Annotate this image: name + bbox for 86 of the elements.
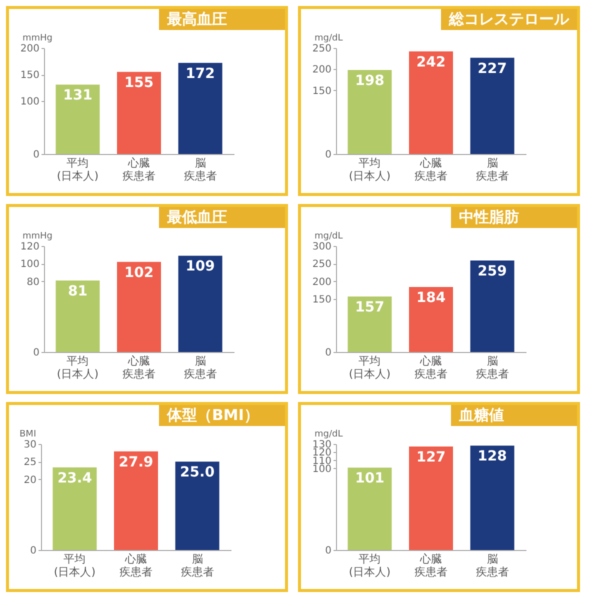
x-tick-label: 平均(日本人) — [56, 156, 99, 182]
data-label: 102 — [124, 264, 154, 281]
x-tick-label: 平均(日本人) — [348, 156, 391, 182]
data-label: 242 — [416, 54, 446, 70]
data-label: 155 — [124, 74, 154, 91]
y-tick-label: 100 — [312, 464, 332, 475]
x-tick-label: 心臓疾患者 — [120, 552, 152, 578]
chart-title: 体型（BMI） — [159, 405, 285, 426]
y-tick-label: 150 — [312, 86, 332, 97]
bar — [470, 446, 514, 550]
chart-title: 最低血圧 — [159, 207, 285, 228]
data-label: 127 — [416, 449, 446, 466]
x-tick-label: 心臓疾患者 — [414, 156, 448, 182]
x-tick-label: 脳疾患者 — [184, 156, 217, 182]
y-tick-label: 100 — [20, 96, 40, 108]
y-tick-label: 200 — [312, 276, 332, 288]
x-tick-label: 平均(日本人) — [56, 354, 99, 380]
y-axis-title: BMI — [20, 430, 36, 440]
y-tick-label: 150 — [312, 294, 332, 306]
bar — [56, 280, 100, 352]
y-tick-label: 150 — [20, 70, 40, 81]
x-tick-label: 脳疾患者 — [180, 552, 214, 578]
y-axis-title: mmHg — [22, 34, 53, 44]
y-axis-title: mg/dL — [314, 34, 343, 44]
data-label: 157 — [355, 300, 384, 316]
y-tick-label: 250 — [312, 259, 332, 270]
bar — [409, 446, 453, 550]
bar — [470, 260, 514, 352]
x-tick-label: 平均(日本人) — [348, 552, 391, 578]
data-label: 131 — [63, 88, 92, 104]
chart-title: 中性脂肪 — [451, 207, 577, 228]
data-label: 172 — [186, 66, 215, 82]
x-tick-label: 平均(日本人) — [54, 552, 96, 578]
chart-title: 総コレステロール — [441, 9, 577, 30]
y-tick-label: 200 — [312, 64, 332, 76]
y-tick-label: 300 — [312, 242, 332, 252]
bar — [175, 462, 220, 550]
y-axis-title: mg/dL — [314, 232, 343, 242]
x-tick-label: 脳疾患者 — [184, 354, 217, 380]
y-tick-label: 0 — [33, 348, 40, 358]
y-tick-label: 25 — [24, 457, 36, 468]
x-tick-label: 脳疾患者 — [476, 552, 509, 578]
x-tick-label: 平均(日本人) — [348, 354, 391, 380]
bar — [409, 286, 453, 352]
data-label: 227 — [478, 60, 507, 77]
y-tick-label: 200 — [20, 44, 40, 54]
bar — [348, 296, 392, 352]
data-label: 198 — [355, 73, 384, 90]
y-tick-label: 0 — [325, 150, 332, 160]
data-label: 23.4 — [57, 470, 92, 486]
y-tick-label: 30 — [24, 440, 36, 450]
bar — [52, 467, 97, 550]
x-tick-label: 心臓疾患者 — [122, 354, 156, 380]
y-axis-title: mg/dL — [314, 430, 343, 440]
y-tick-label: 80 — [26, 276, 40, 288]
x-tick-label: 心臓疾患者 — [122, 156, 156, 182]
y-tick-label: 0 — [325, 348, 332, 358]
x-tick-label: 心臓疾患者 — [414, 354, 448, 380]
x-tick-label: 心臓疾患者 — [414, 552, 448, 578]
y-tick-label: 100 — [20, 259, 40, 270]
data-label: 109 — [186, 258, 215, 275]
y-tick-label: 20 — [24, 474, 36, 486]
data-label: 25.0 — [180, 464, 215, 481]
bar — [56, 84, 100, 154]
bar — [114, 451, 158, 550]
data-label: 184 — [416, 290, 446, 306]
data-label: 259 — [478, 263, 507, 280]
data-label: 27.9 — [118, 454, 154, 470]
bar — [178, 62, 222, 154]
bar — [117, 262, 161, 352]
x-tick-label: 脳疾患者 — [476, 354, 509, 380]
data-label: 81 — [68, 283, 88, 300]
y-tick-label: 120 — [20, 242, 40, 252]
bar — [117, 72, 161, 154]
y-tick-label: 250 — [312, 44, 332, 54]
bar — [178, 256, 222, 352]
bar — [348, 468, 392, 550]
y-tick-label: 0 — [30, 546, 36, 556]
data-label: 128 — [478, 448, 507, 465]
y-tick-label: 0 — [33, 150, 40, 160]
y-tick-label: 0 — [325, 546, 332, 556]
x-tick-label: 脳疾患者 — [476, 156, 509, 182]
data-label: 101 — [355, 470, 384, 487]
y-axis-title: mmHg — [22, 232, 53, 242]
chart-title: 血糖値 — [451, 405, 577, 426]
chart-title: 最高血圧 — [159, 9, 285, 30]
